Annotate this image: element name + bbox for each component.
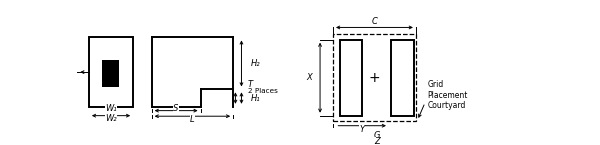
Text: W₁: W₁ bbox=[105, 104, 117, 113]
Bar bbox=[89, 38, 133, 107]
Text: C: C bbox=[371, 17, 377, 26]
Text: Z: Z bbox=[374, 137, 380, 145]
Text: 2 Places: 2 Places bbox=[248, 88, 277, 94]
Text: L: L bbox=[190, 115, 195, 124]
Bar bbox=[102, 60, 119, 87]
Text: H₂: H₂ bbox=[251, 59, 260, 68]
Bar bbox=[391, 40, 413, 116]
Bar bbox=[333, 34, 416, 121]
Text: S: S bbox=[173, 104, 179, 113]
Text: G: G bbox=[374, 131, 380, 140]
Bar bbox=[340, 40, 362, 116]
Text: T: T bbox=[248, 80, 253, 89]
Text: H₁: H₁ bbox=[251, 94, 260, 103]
Text: Grid
Placement
Courtyard: Grid Placement Courtyard bbox=[427, 80, 468, 110]
Text: X: X bbox=[306, 73, 311, 82]
Text: W₂: W₂ bbox=[105, 114, 117, 123]
Text: Y: Y bbox=[359, 125, 365, 134]
Text: +: + bbox=[368, 71, 380, 85]
